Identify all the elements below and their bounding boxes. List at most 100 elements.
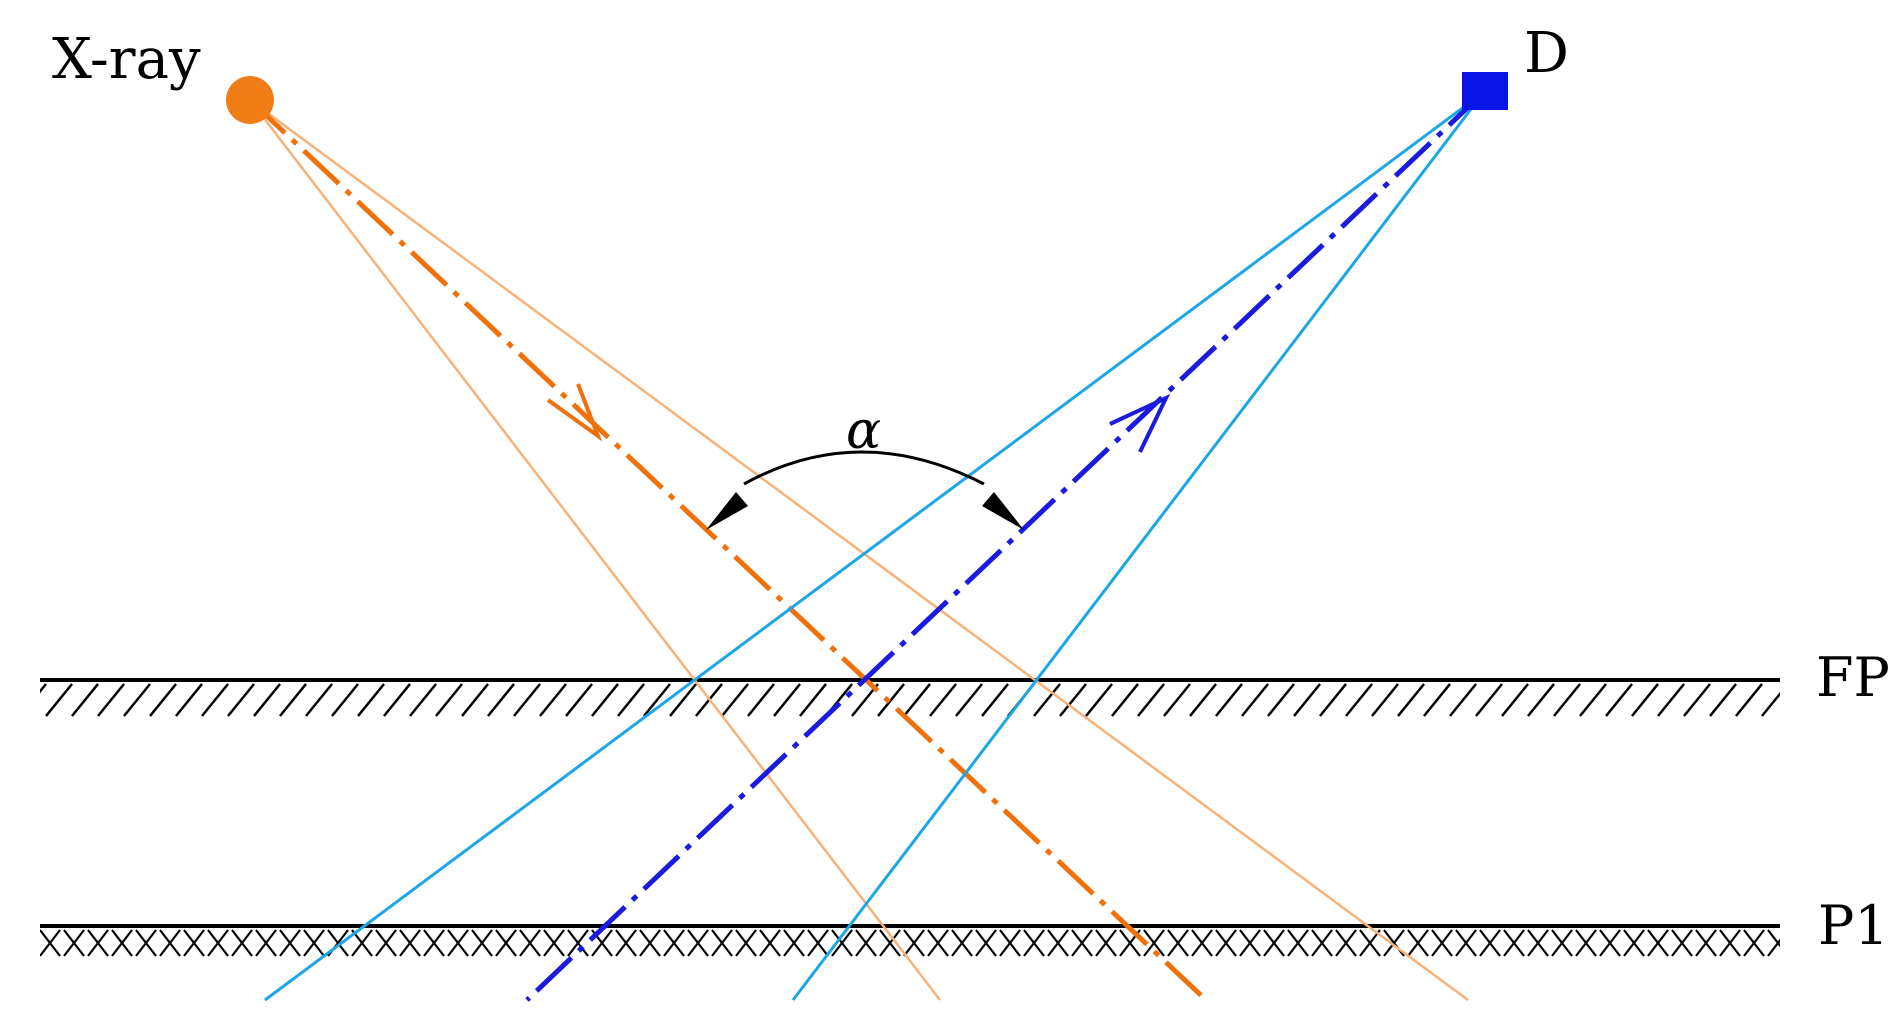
p1-hatch-stroke [1623, 929, 1645, 957]
fp-hatch-stroke [279, 683, 307, 717]
p1-hatch-stroke [207, 929, 229, 957]
p1-hatch-stroke [903, 929, 925, 957]
fp-hatch-stroke [97, 683, 125, 717]
fp-hatch-stroke [1293, 683, 1321, 717]
focal-plane-fp [40, 678, 1780, 717]
detector-central-beam [525, 90, 1486, 1002]
p1-hatch-stroke [1287, 929, 1309, 957]
fp-hatch-stroke [1761, 691, 1780, 717]
detector-beam-direction-arrow [1109, 393, 1171, 453]
p1-hatch-stroke [663, 929, 685, 957]
p1-hatch-stroke [63, 929, 85, 957]
p1-crosshatching [40, 929, 1812, 957]
p1-hatch-stroke [159, 929, 181, 957]
fp-hatch-stroke [565, 683, 593, 717]
p1-hatch-stroke [399, 929, 421, 957]
p1-hatch-stroke [1143, 929, 1165, 957]
fp-hatch-stroke [175, 683, 203, 717]
fp-hatch-stroke [461, 683, 489, 717]
fp-hatch-stroke [149, 683, 177, 717]
p1-hatch-stroke [255, 929, 277, 957]
p1-hatch-stroke [495, 929, 517, 957]
fp-hatch-stroke [1189, 683, 1217, 717]
fp-hatch-stroke [799, 683, 827, 717]
fp-hatch-stroke [1163, 683, 1191, 717]
fp-hatch-stroke [1137, 683, 1165, 717]
p1-hatch-stroke [1095, 929, 1117, 957]
p1-hatch-stroke [1792, 930, 1812, 956]
fp-hatch-stroke [617, 683, 645, 717]
fp-hatch-stroke [1423, 683, 1451, 717]
fp-hatch-stroke [409, 683, 437, 717]
p1-hatch-stroke [1767, 938, 1780, 957]
fp-hatch-stroke [929, 683, 957, 717]
p1-hatch-stroke [1479, 929, 1501, 957]
p1-hatch-stroke [831, 929, 853, 957]
p1-hatch-stroke [855, 929, 877, 957]
p1-hatch-stroke [471, 929, 493, 957]
fp-hatch-stroke [1709, 683, 1737, 717]
p1-hatch-stroke [543, 929, 565, 957]
p1-hatch-stroke [87, 929, 109, 957]
fp-hatch-stroke [305, 683, 333, 717]
p1-hatch-stroke [807, 929, 829, 957]
fp-hatch-stroke [1397, 683, 1425, 717]
fp-hatch-stroke [1319, 683, 1347, 717]
fp-hatch-stroke [877, 683, 905, 717]
p1-hatch-stroke [1311, 929, 1333, 957]
fp-hatch-stroke [773, 683, 801, 717]
fp-hatch-stroke [45, 683, 73, 717]
fp-hatch-stroke [1501, 683, 1529, 717]
p1-hatch-stroke [1671, 929, 1693, 957]
fp-hatch-stroke [539, 683, 567, 717]
angle-arrowhead-right [982, 492, 1024, 530]
p1-label: P1 [1818, 894, 1889, 957]
p1-hatch-stroke [1023, 929, 1045, 957]
p1-hatch-stroke [591, 929, 613, 957]
p1-hatch-stroke [183, 929, 205, 957]
p1-hatch-stroke [351, 929, 373, 957]
fp-hatch-stroke [1475, 683, 1503, 717]
fp-hatch-stroke [40, 683, 47, 694]
p1-hatch-stroke [639, 929, 661, 957]
p1-hatch-stroke [1431, 929, 1453, 957]
p1-hatch-stroke [567, 929, 589, 957]
source-beam-direction-arrow [546, 383, 603, 442]
fp-hatching [40, 683, 1780, 717]
fp-hatch-stroke [1241, 683, 1269, 717]
fp-hatch-stroke [1085, 683, 1113, 717]
p1-hatch-stroke [303, 929, 325, 957]
p1-hatch-stroke [1239, 929, 1261, 957]
fp-hatch-stroke [201, 683, 229, 717]
fp-hatch-stroke [643, 683, 671, 717]
fp-hatch-stroke [1345, 683, 1373, 717]
p1-hatch-stroke [423, 929, 445, 957]
p1-hatch-stroke [1695, 929, 1717, 957]
blue-square-detector-icon [1462, 72, 1508, 110]
fp-hatch-stroke [227, 683, 255, 717]
fp-hatch-stroke [721, 683, 749, 717]
p1-hatch-stroke [1191, 929, 1213, 957]
fp-hatch-stroke [513, 683, 541, 717]
source-beam-edge-left [249, 99, 941, 1001]
fp-hatch-stroke [383, 683, 411, 717]
p1-hatch-stroke [111, 929, 133, 957]
fp-hatch-stroke [669, 683, 697, 717]
fp-hatch-stroke [1111, 683, 1139, 717]
p1-hatch-stroke [1503, 929, 1525, 957]
fp-hatch-stroke [903, 683, 931, 717]
fp-hatch-stroke [1527, 683, 1555, 717]
fp-label: FP [1816, 646, 1890, 709]
source-central-beam [248, 98, 1208, 1002]
fp-hatch-stroke [1267, 683, 1295, 717]
fp-hatch-stroke [1683, 683, 1711, 717]
p1-hatch-stroke [1599, 929, 1621, 957]
fp-hatch-stroke [1657, 683, 1685, 717]
p1-hatch-stroke [615, 929, 637, 957]
angle-alpha-arc [743, 450, 985, 486]
fp-hatch-stroke [331, 683, 359, 717]
p1-hatch-stroke [279, 929, 301, 957]
fp-hatch-stroke [747, 683, 775, 717]
p1-hatch-stroke [1167, 929, 1189, 957]
fp-hatch-stroke [955, 683, 983, 717]
